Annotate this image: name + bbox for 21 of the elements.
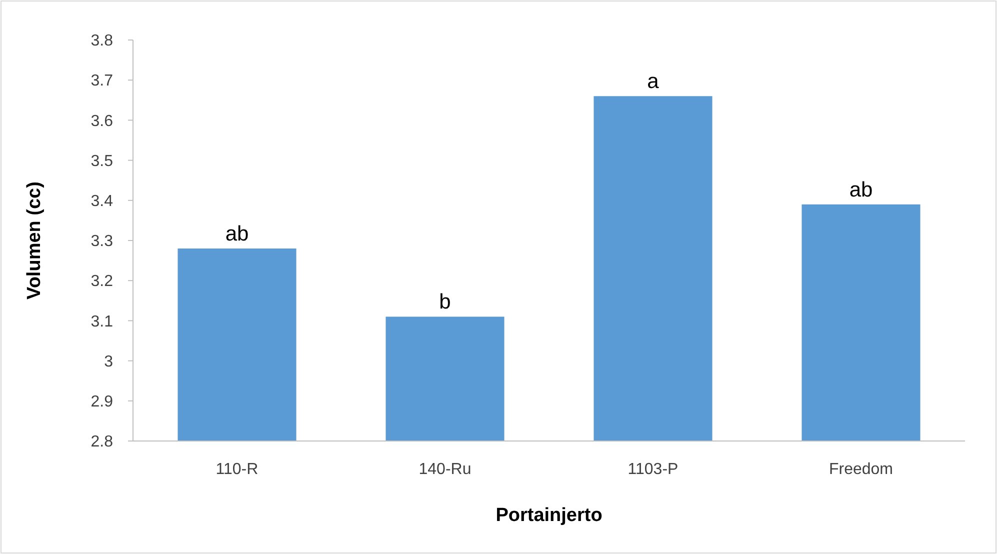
y-tick-label: 3.3 <box>90 233 114 250</box>
y-tick-label: 3.7 <box>90 72 114 90</box>
y-tick-label: 3.4 <box>90 193 114 210</box>
y-tick-label: 2.9 <box>90 394 114 410</box>
annotation: ab <box>849 178 873 202</box>
x-axis-title: Portainjerto <box>496 505 602 526</box>
x-tick-label: 1103-P <box>628 461 678 478</box>
y-tick-label: 3.6 <box>90 112 114 130</box>
y-tick-label: 3.1 <box>90 313 114 330</box>
y-tick-label: 2.8 <box>90 434 114 451</box>
annotation: ab <box>225 222 249 246</box>
annotation: a <box>647 70 660 94</box>
y-tick-label: 3 <box>104 353 114 370</box>
y-tick-label: 3.8 <box>90 32 114 50</box>
x-tick-label: Freedom <box>828 461 894 478</box>
y-axis-title: Volumen (cc) <box>24 182 45 300</box>
x-tick-label: 110-R <box>216 461 258 478</box>
annotation: b <box>439 290 451 314</box>
y-tick-label: 3.2 <box>90 273 114 290</box>
y-tick-label: 3.5 <box>90 152 114 170</box>
x-tick-label: 140-Ru <box>418 461 472 478</box>
